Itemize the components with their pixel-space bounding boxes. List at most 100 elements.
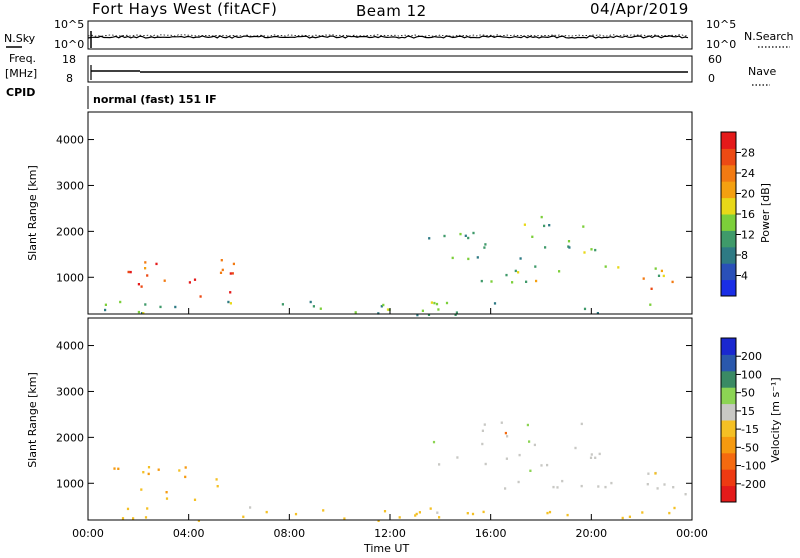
echo-cell — [558, 270, 561, 273]
echo-cell — [140, 312, 144, 315]
echo-cell — [642, 277, 645, 280]
echo-cell — [144, 303, 147, 306]
nsky-panel-frame — [87, 20, 693, 50]
power-y-axis-label: Slant Range [km] — [26, 165, 39, 261]
colorbar-tick-label: 20 — [741, 188, 755, 201]
echo-cell — [438, 463, 441, 466]
echo-cell — [436, 511, 439, 514]
echo-cell — [165, 491, 168, 494]
colorbar-swatch — [721, 197, 736, 215]
y-tick-label: 4000 — [56, 134, 84, 147]
echo-cell — [398, 516, 401, 519]
echo-cell — [121, 517, 125, 520]
echo-cell — [504, 487, 507, 490]
nave-label: Nave — [748, 65, 776, 78]
echo-cell — [540, 464, 543, 467]
echo-cell — [117, 467, 120, 470]
echo-cell — [140, 285, 143, 288]
x-tick-label: 20:00 — [575, 527, 607, 540]
nsearch-line — [87, 34, 689, 37]
echo-cell — [163, 279, 166, 282]
echo-cell — [583, 307, 587, 311]
echo-cell — [144, 261, 147, 264]
echo-cell — [414, 514, 417, 517]
echo-cell — [511, 281, 514, 284]
echo-cell — [382, 303, 385, 307]
echo-cell — [523, 223, 526, 226]
echo-cell — [552, 485, 555, 489]
echo-cell — [174, 305, 177, 309]
echo-cell — [322, 509, 325, 512]
echo-cell — [561, 479, 564, 483]
echo-cell — [546, 511, 549, 515]
x-tick-label: 16:00 — [475, 527, 507, 540]
cpid-text: normal (fast) 151 IF — [93, 93, 217, 106]
colorbar-tick-label: 16 — [741, 208, 755, 221]
echo-cell — [566, 513, 569, 517]
echo-cell — [646, 483, 649, 486]
echo-cell — [529, 469, 532, 472]
echo-cell — [438, 516, 441, 519]
echo-cell — [662, 274, 665, 278]
echo-cell — [484, 243, 487, 246]
colorbar-swatch — [721, 370, 736, 388]
echo-cell — [159, 305, 162, 309]
echo-cell — [671, 280, 674, 284]
y-tick-label: 3000 — [56, 179, 84, 192]
echo-cell — [265, 510, 268, 514]
echo-cell — [518, 453, 521, 457]
y-tick-label: 1000 — [56, 271, 84, 284]
echo-cell — [481, 429, 484, 432]
echo-cell — [505, 273, 508, 277]
colorbar-tick-label: 24 — [741, 167, 755, 180]
echo-cell — [137, 283, 140, 286]
echo-cell — [504, 431, 507, 435]
echo-cell — [548, 224, 551, 227]
station-title: Fort Hays West (fitACF) — [92, 0, 277, 18]
echo-cell — [146, 274, 149, 277]
freq-tick-bottom: 8 — [66, 72, 73, 85]
echo-cell — [534, 265, 537, 268]
echo-cell — [132, 517, 135, 520]
echo-cell — [428, 237, 431, 240]
x-tick-label: 08:00 — [273, 527, 305, 540]
echo-cell — [476, 256, 479, 259]
nsky-label: N.Sky — [4, 32, 36, 45]
echo-cell — [582, 225, 585, 228]
echo-cell — [464, 234, 467, 237]
echo-cell — [415, 512, 418, 516]
echo-cell — [598, 452, 601, 456]
echo-cell — [673, 506, 676, 510]
echo-cell — [416, 313, 419, 317]
power-colorbar: 28 24 20 16 12 8 4 — [720, 131, 755, 297]
echo-cell — [144, 516, 148, 519]
echo-cell — [126, 507, 130, 511]
x-tick-label: 00:00 — [676, 527, 708, 540]
colorbar-tick-label: 15 — [741, 405, 755, 418]
y-tick-label: 4000 — [56, 340, 84, 353]
echo-cell — [127, 270, 130, 274]
echo-cell — [380, 305, 383, 308]
echo-cell — [459, 232, 462, 236]
colorbar-swatch — [721, 279, 736, 297]
echo-cell — [594, 248, 597, 252]
echo-cell — [231, 272, 234, 275]
colorbar-swatch — [721, 148, 736, 166]
velocity-plot-background — [88, 318, 692, 520]
echo-cell — [137, 310, 140, 314]
echo-cell — [654, 267, 657, 270]
echo-cell — [604, 485, 607, 489]
echo-cell — [621, 516, 624, 520]
nsky-trace — [87, 31, 689, 48]
echo-cell — [604, 265, 607, 268]
power-plot-background — [88, 112, 692, 314]
echo-cell — [528, 440, 531, 443]
echo-cell — [427, 313, 431, 316]
echo-cell — [178, 469, 181, 472]
freq-tick-top: 18 — [62, 53, 76, 66]
colorbar-tick-label: -100 — [741, 460, 766, 473]
colorbar-swatch — [721, 403, 736, 421]
x-tick-label: 00:00 — [72, 527, 104, 540]
echo-cell — [594, 456, 597, 459]
velocity-colorbar: 200 100 50 15 -15 -50 -100 -200 — [720, 337, 766, 503]
